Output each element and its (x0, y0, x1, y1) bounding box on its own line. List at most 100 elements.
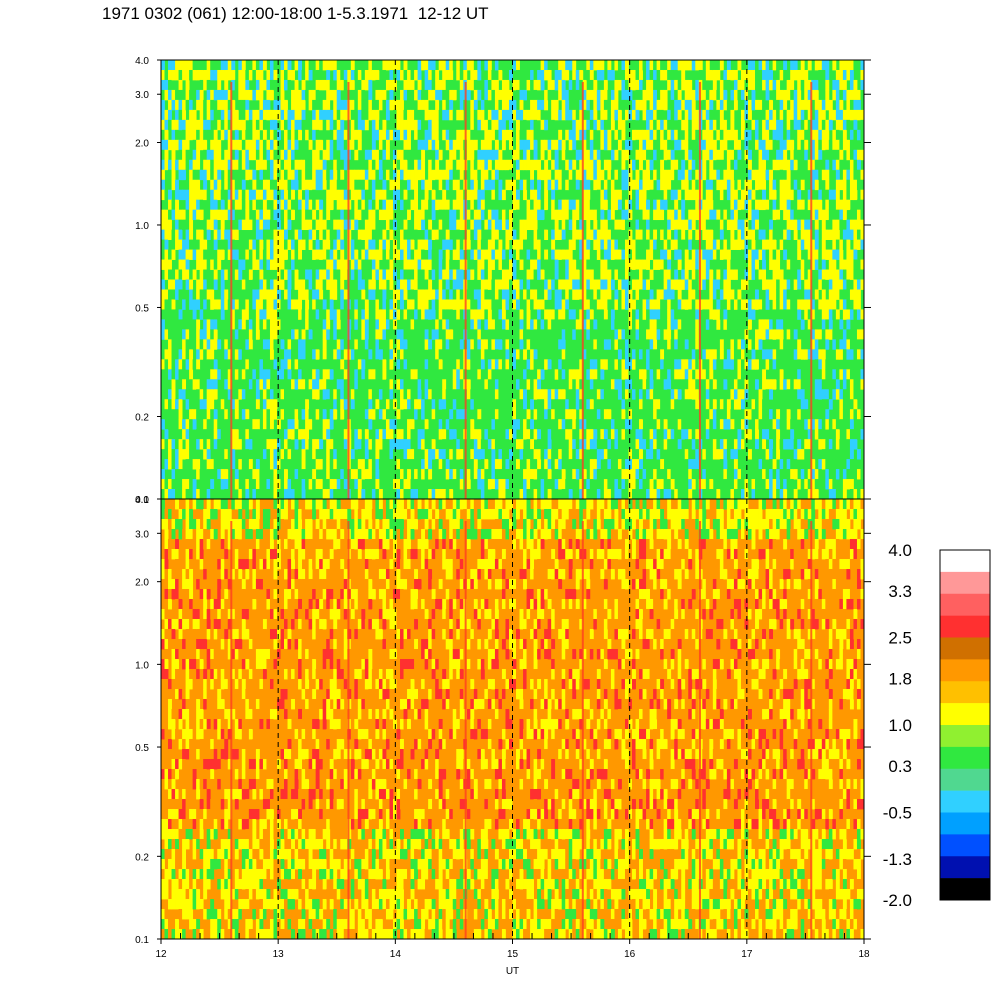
heatmap-cell (336, 419, 341, 430)
heatmap-cell (375, 159, 380, 171)
heatmap-cell (291, 469, 295, 480)
heatmap-cell (635, 229, 640, 240)
heatmap-cell (544, 189, 549, 201)
heatmap-cell (164, 439, 169, 450)
heatmap-cell (245, 139, 250, 151)
heatmap-cell (424, 289, 429, 300)
heatmap-cell (575, 69, 580, 81)
heatmap-cell (519, 359, 524, 370)
heatmap-cell (196, 279, 201, 290)
heatmap-cell (561, 489, 566, 500)
heatmap-cell (238, 169, 243, 181)
heatmap-cell (319, 429, 324, 440)
heatmap-cell (266, 419, 271, 430)
heatmap-cell (614, 149, 619, 161)
heatmap-cell (189, 349, 194, 360)
heatmap-cell (484, 249, 489, 260)
heatmap-cell (491, 189, 496, 201)
heatmap-cell (572, 359, 577, 370)
heatmap-cell (477, 169, 482, 181)
heatmap-cell (596, 399, 601, 410)
heatmap-cell (428, 409, 433, 420)
heatmap-cell (368, 409, 373, 420)
heatmap-cell (308, 409, 313, 420)
heatmap-cell (319, 209, 324, 221)
heatmap-cell (382, 289, 387, 300)
heatmap-cell (442, 269, 447, 280)
heatmap-cell (639, 229, 643, 240)
heatmap-cell (572, 279, 577, 290)
heatmap-cell (642, 429, 647, 440)
heatmap-cell (340, 369, 345, 380)
heatmap-cell (378, 209, 383, 221)
heatmap-cell (185, 89, 190, 101)
heatmap-cell (185, 229, 190, 240)
heatmap-cell (505, 149, 510, 161)
heatmap-cell (628, 109, 633, 121)
heatmap-cell (347, 69, 352, 81)
heatmap-cell (329, 89, 334, 101)
heatmap-cell (343, 439, 348, 450)
heatmap-cell (617, 169, 622, 181)
heatmap-cell (371, 279, 376, 290)
heatmap-cell (224, 349, 229, 360)
heatmap-cell (333, 329, 338, 340)
heatmap-cell (308, 229, 313, 240)
heatmap-cell (206, 129, 211, 141)
heatmap-cell (255, 419, 260, 430)
heatmap-cell (551, 419, 556, 430)
heatmap-cell (519, 279, 524, 290)
heatmap-cell (161, 289, 165, 300)
heatmap-cell (182, 479, 187, 490)
heatmap-cell (326, 199, 331, 211)
heatmap-cell (305, 309, 310, 320)
heatmap-cell (269, 319, 274, 330)
heatmap-cell (491, 319, 496, 330)
heatmap-cell (526, 139, 531, 151)
heatmap-cell (403, 279, 408, 290)
heatmap-cell (255, 209, 260, 221)
heatmap-cell (575, 369, 580, 380)
heatmap-cell (428, 289, 433, 300)
heatmap-cell (255, 189, 260, 201)
heatmap-cell (203, 79, 208, 91)
heatmap-cell (189, 409, 194, 420)
heatmap-cell (554, 169, 559, 181)
heatmap-cell (565, 159, 570, 171)
heatmap-cell (234, 309, 239, 320)
heatmap-cell (382, 199, 387, 211)
heatmap-cell (400, 399, 404, 410)
heatmap-cell (248, 119, 253, 131)
heatmap-cell (224, 339, 229, 350)
heatmap-cell (572, 319, 577, 330)
heatmap-cell (389, 379, 394, 390)
heatmap-cell (262, 459, 267, 470)
heatmap-cell (473, 319, 478, 330)
heatmap-cell (494, 139, 499, 151)
heatmap-cell (589, 429, 594, 440)
heatmap-cell (428, 69, 433, 81)
heatmap-cell (561, 449, 566, 460)
heatmap-cell (255, 119, 260, 131)
heatmap-cell (624, 229, 629, 240)
heatmap-cell (389, 469, 394, 480)
heatmap-cell (210, 189, 215, 201)
heatmap-cell (291, 169, 295, 181)
heatmap-cell (435, 469, 440, 480)
heatmap-cell (245, 259, 250, 270)
heatmap-cell (403, 79, 408, 91)
heatmap-cell (540, 319, 545, 330)
heatmap-cell (161, 169, 165, 181)
heatmap-cell (508, 279, 513, 290)
heatmap-cell (614, 419, 619, 430)
heatmap-cell (424, 69, 429, 81)
heatmap-cell (312, 199, 317, 211)
heatmap-cell (371, 209, 376, 221)
heatmap-cell (610, 199, 615, 211)
heatmap-cell (628, 289, 633, 300)
heatmap-cell (357, 269, 362, 280)
heatmap-cell (252, 169, 257, 181)
heatmap-cell (185, 99, 190, 111)
heatmap-cell (199, 169, 204, 181)
heatmap-cell (565, 129, 570, 141)
